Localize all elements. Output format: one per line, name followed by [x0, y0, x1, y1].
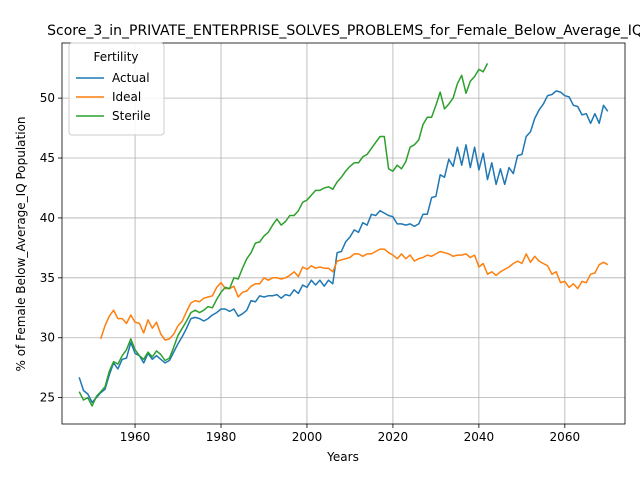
- x-axis-ticks: 1960 1980 2000 2020 2040 2060: [120, 424, 580, 444]
- x-tick-label: 1960: [120, 430, 151, 444]
- series-lines: [78, 63, 609, 407]
- y-axis-label: % of Female Below_Average_IQ Population: [14, 116, 28, 371]
- y-tick-label: 50: [40, 91, 55, 105]
- x-tick-label: 2060: [550, 430, 581, 444]
- x-tick-label: 2040: [464, 430, 495, 444]
- legend: Fertility Actual Ideal Sterile: [68, 42, 165, 136]
- y-axis-ticks: 25 30 35 40 45 50: [40, 91, 62, 405]
- x-axis-label: Years: [326, 450, 359, 464]
- legend-title: Fertility: [93, 50, 138, 64]
- y-tick-label: 30: [40, 331, 55, 345]
- legend-label-actual: Actual: [112, 71, 150, 85]
- series-line-sterile: [78, 63, 489, 407]
- x-tick-label: 2000: [292, 430, 323, 444]
- series-line-ideal: [99, 248, 609, 341]
- legend-box: [68, 42, 165, 136]
- x-tick-label: 1980: [206, 430, 237, 444]
- y-tick-label: 45: [40, 151, 55, 165]
- series-line-actual: [78, 90, 609, 404]
- x-tick-label: 2020: [378, 430, 409, 444]
- legend-label-sterile: Sterile: [112, 109, 151, 123]
- chart-title: Score_3_in_PRIVATE_ENTERPRISE_SOLVES_PRO…: [47, 23, 640, 39]
- y-tick-label: 35: [40, 271, 55, 285]
- y-tick-label: 25: [40, 391, 55, 405]
- plot-area-frame: [61, 42, 626, 425]
- legend-label-ideal: Ideal: [112, 90, 141, 104]
- gridlines: [62, 43, 625, 424]
- y-tick-label: 40: [40, 211, 55, 225]
- legend-entries: Actual Ideal Sterile: [76, 71, 151, 123]
